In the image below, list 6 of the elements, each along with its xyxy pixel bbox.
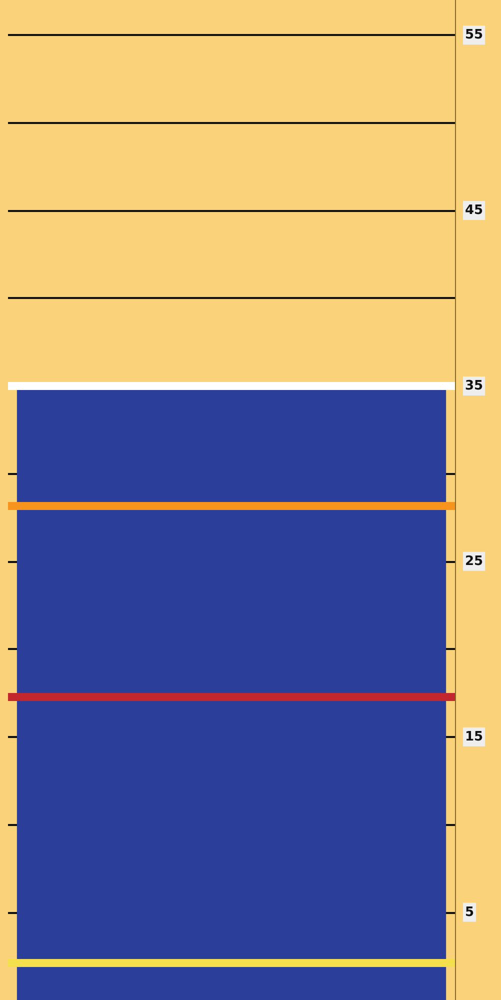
y-tick-label: 55 bbox=[465, 28, 484, 43]
y-tick-label: 5 bbox=[465, 904, 474, 920]
y-tick-label: 45 bbox=[465, 203, 484, 218]
y-tick-label: 15 bbox=[465, 729, 484, 744]
y-tick-label: 25 bbox=[465, 554, 484, 569]
y-tick-label: 35 bbox=[465, 378, 484, 394]
